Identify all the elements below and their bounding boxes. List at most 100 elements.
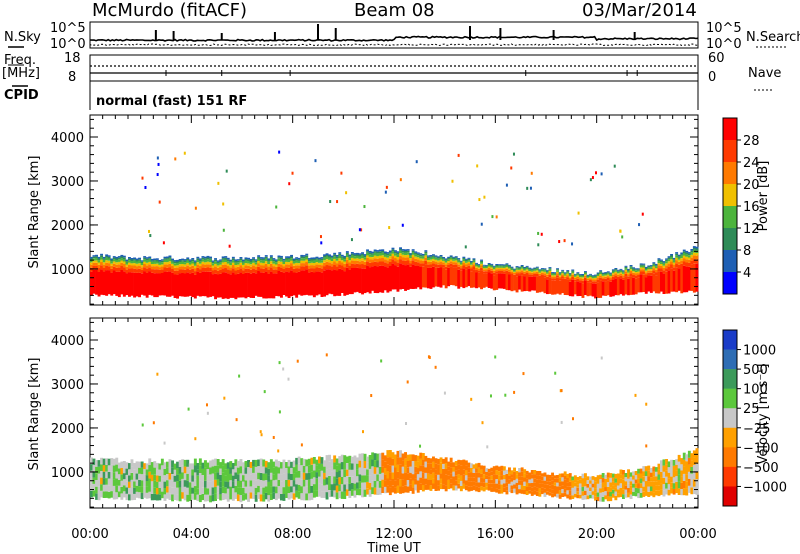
power-cell: [548, 277, 552, 294]
velocity-cell: [226, 468, 230, 476]
velocity-cell: [662, 459, 666, 466]
power-cell: [176, 265, 179, 268]
velocity-cell: [295, 484, 299, 491]
velocity-cell: [186, 487, 190, 495]
velocity-cell: [434, 474, 438, 481]
power-cell: [599, 272, 603, 275]
velocity-cell: [485, 468, 489, 472]
power-cell: [234, 274, 238, 300]
velocity-cell: [409, 484, 413, 491]
velocity-cell: [335, 485, 339, 493]
velocity-cell: [561, 489, 565, 494]
velocity-cell: [647, 481, 651, 487]
power-cell: [315, 267, 319, 272]
power-cell: [394, 250, 397, 252]
power-cell: [252, 260, 255, 263]
velocity-cell: [606, 491, 610, 497]
velocity-cell: [244, 467, 248, 474]
velocity-cell: [462, 479, 466, 484]
velocity-cell: [325, 455, 329, 463]
velocity-cell: [457, 483, 461, 489]
velocity-cell: [642, 486, 646, 492]
power-cell: [546, 279, 549, 295]
power-cell: [606, 271, 610, 273]
power-cell: [112, 270, 116, 295]
velocity-cell: [186, 480, 190, 488]
velocity-cell: [173, 487, 177, 494]
velocity-cell: [166, 467, 169, 474]
power-cell: [135, 263, 139, 267]
power-cell: [244, 268, 248, 273]
power-cell: [616, 279, 620, 296]
power-cell: [224, 259, 228, 262]
velocity-cell: [606, 496, 610, 502]
power-cell: [259, 262, 263, 266]
power-cell: [107, 258, 111, 261]
colorbar-tick-label: −500: [743, 461, 779, 476]
velocity-cell: [394, 454, 397, 461]
power-cell: [214, 269, 217, 274]
velocity-cell: [371, 487, 375, 495]
power-cell: [662, 265, 666, 268]
velocity-cell: [406, 467, 410, 474]
power-cell: [601, 273, 605, 275]
velocity-cell: [624, 477, 628, 482]
velocity-speck: [600, 356, 603, 360]
velocity-cell: [394, 461, 397, 468]
velocity-speck: [223, 396, 226, 400]
power-speck: [144, 185, 147, 189]
power-cell: [459, 266, 463, 269]
velocity-cell: [594, 481, 597, 485]
freq-panel-frame: [89, 54, 699, 82]
power-cell: [252, 257, 255, 259]
velocity-cell: [419, 483, 423, 490]
power-cell: [105, 270, 109, 296]
velocity-cell: [323, 472, 326, 480]
velocity-cell: [513, 467, 516, 472]
velocity-cell: [419, 458, 423, 466]
power-cell: [171, 258, 174, 261]
velocity-cell: [388, 487, 392, 496]
velocity-cell: [439, 473, 443, 479]
power-cell: [244, 272, 248, 299]
velocity-cell: [186, 494, 190, 502]
velocity-cell: [533, 490, 537, 495]
power-cell: [356, 263, 359, 268]
velocity-cell: [576, 477, 580, 481]
power-cell: [520, 270, 524, 273]
velocity-cell: [356, 488, 359, 496]
power-cell: [459, 262, 463, 265]
velocity-cell: [158, 488, 162, 495]
velocity-cell: [333, 455, 337, 463]
velocity-cell: [130, 466, 134, 473]
power-cell: [409, 260, 413, 264]
velocity-cell: [596, 496, 600, 502]
top-ytick-top: 10^5: [50, 21, 86, 36]
colorbar-tick-label: 500: [743, 363, 768, 378]
power-cell: [627, 276, 630, 279]
velocity-cell: [163, 475, 167, 482]
power-cell: [371, 253, 375, 255]
velocity-cell: [176, 468, 179, 475]
power-speck: [385, 185, 388, 189]
y-tick-label: 4000: [51, 131, 84, 146]
colorbar-tick-label: 4: [743, 266, 751, 281]
velocity-cell: [92, 471, 96, 478]
power-cell: [244, 260, 248, 264]
velocity-cell: [523, 469, 527, 474]
velocity-cell: [464, 475, 468, 481]
power-cell: [254, 264, 258, 267]
power-cell: [649, 265, 653, 267]
power-cell: [660, 271, 663, 292]
power-cell: [584, 271, 587, 273]
velocity-cell: [373, 487, 377, 495]
velocity-cell: [292, 493, 296, 500]
power-cell: [274, 260, 278, 263]
velocity-cell: [363, 489, 367, 497]
velocity-cell: [695, 471, 699, 480]
power-cell: [242, 270, 245, 274]
velocity-cell: [383, 486, 387, 494]
power-cell: [171, 269, 174, 273]
velocity-cell: [254, 459, 258, 467]
velocity-cell: [371, 452, 375, 460]
